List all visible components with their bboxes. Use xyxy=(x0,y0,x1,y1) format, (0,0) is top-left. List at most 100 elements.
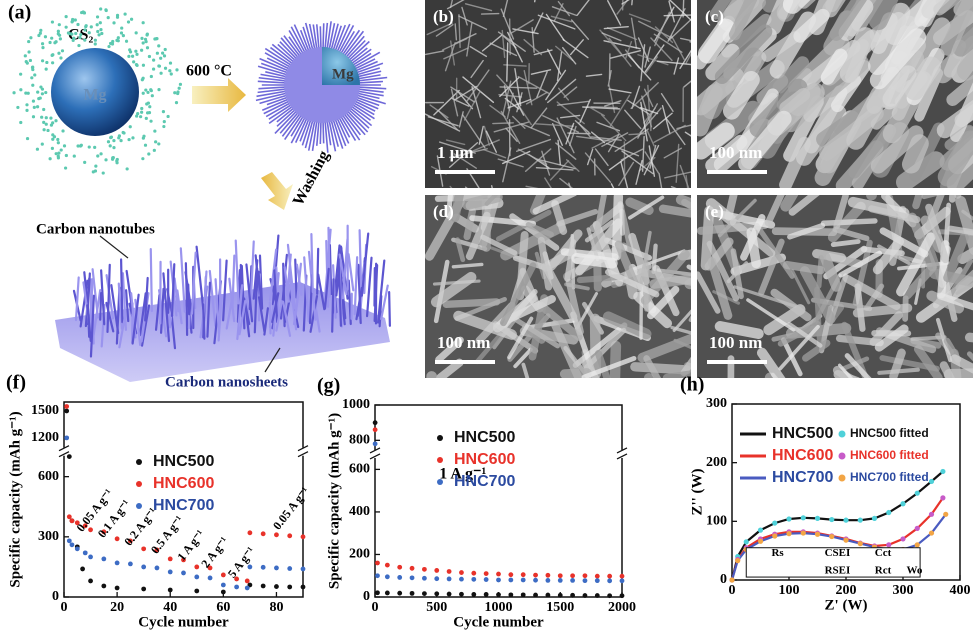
molecule xyxy=(121,130,125,135)
bristle xyxy=(326,21,332,50)
texture xyxy=(568,125,577,147)
bristle xyxy=(279,111,300,134)
texture xyxy=(470,59,484,79)
data-point xyxy=(274,532,279,538)
data-point xyxy=(287,584,293,590)
data-point xyxy=(570,573,575,579)
data-point xyxy=(496,592,501,598)
tube xyxy=(358,229,363,293)
texture xyxy=(618,161,635,187)
molecule xyxy=(153,129,157,133)
molecule xyxy=(83,160,87,164)
texture xyxy=(438,141,476,154)
texture xyxy=(648,145,656,177)
texture xyxy=(848,125,894,179)
texture xyxy=(453,310,517,340)
tube xyxy=(332,264,337,319)
data-point xyxy=(300,566,306,572)
data-point xyxy=(127,561,133,567)
data-point xyxy=(940,468,946,475)
data-point xyxy=(545,578,551,583)
molecule xyxy=(148,105,152,109)
molecule xyxy=(159,71,163,75)
texture xyxy=(435,336,464,364)
tube xyxy=(295,263,303,296)
texture xyxy=(564,239,577,282)
texture xyxy=(532,12,544,34)
texture xyxy=(673,57,680,75)
data-point xyxy=(886,542,892,548)
pointer xyxy=(264,347,281,373)
texture xyxy=(673,338,691,350)
molecule xyxy=(31,99,36,103)
molecule xyxy=(168,61,173,65)
molecule xyxy=(37,97,41,101)
texture xyxy=(510,19,534,34)
molecule xyxy=(78,35,82,40)
texture xyxy=(500,262,537,327)
texture xyxy=(502,0,509,18)
data-point xyxy=(446,591,452,597)
bristle xyxy=(356,67,380,76)
texture xyxy=(458,111,464,128)
texture xyxy=(430,271,477,308)
data-point xyxy=(422,566,427,572)
texture xyxy=(435,23,454,37)
texture xyxy=(586,148,594,166)
texture xyxy=(446,0,465,10)
texture xyxy=(621,150,654,175)
data-point xyxy=(900,536,906,542)
molecule xyxy=(123,12,127,16)
texture xyxy=(726,261,749,284)
molecule xyxy=(141,91,145,95)
legend-key xyxy=(437,435,443,441)
bristle xyxy=(308,23,316,50)
tube xyxy=(184,271,193,315)
bristle xyxy=(271,43,295,63)
data-point xyxy=(434,591,440,597)
molecule xyxy=(64,25,68,29)
molecule xyxy=(51,53,55,57)
texture xyxy=(450,195,464,223)
texture xyxy=(496,74,509,88)
texture xyxy=(448,148,488,159)
data-point xyxy=(194,588,200,594)
bristle xyxy=(258,86,287,90)
texture xyxy=(469,45,488,58)
bristle xyxy=(353,58,376,70)
texture xyxy=(637,103,658,139)
molecule xyxy=(159,56,163,60)
molecule xyxy=(147,152,151,156)
legend-label: HNC700 xyxy=(153,497,214,514)
data-point xyxy=(260,583,266,589)
texture xyxy=(462,76,495,103)
molecule xyxy=(57,23,61,27)
texture xyxy=(513,347,533,369)
data-point xyxy=(194,564,200,570)
molecule xyxy=(19,88,23,92)
molecule xyxy=(106,16,110,20)
data-point xyxy=(101,583,107,589)
texture xyxy=(697,122,735,160)
bristle xyxy=(339,30,356,55)
tube xyxy=(89,278,93,329)
data-point xyxy=(483,577,489,582)
texture xyxy=(868,205,921,224)
texture xyxy=(499,86,538,89)
texture xyxy=(453,153,477,169)
texture xyxy=(508,18,511,56)
texture xyxy=(481,34,503,52)
texture xyxy=(590,131,606,144)
texture xyxy=(590,106,618,109)
tube xyxy=(249,240,255,308)
molecule xyxy=(39,28,43,32)
texture xyxy=(912,195,923,210)
bristle xyxy=(353,100,376,112)
molecule xyxy=(174,100,179,105)
molecule xyxy=(151,67,156,71)
bristle xyxy=(290,116,306,144)
tube xyxy=(195,245,205,311)
tube xyxy=(225,290,235,330)
molecule xyxy=(27,39,31,44)
molecule xyxy=(163,66,168,70)
